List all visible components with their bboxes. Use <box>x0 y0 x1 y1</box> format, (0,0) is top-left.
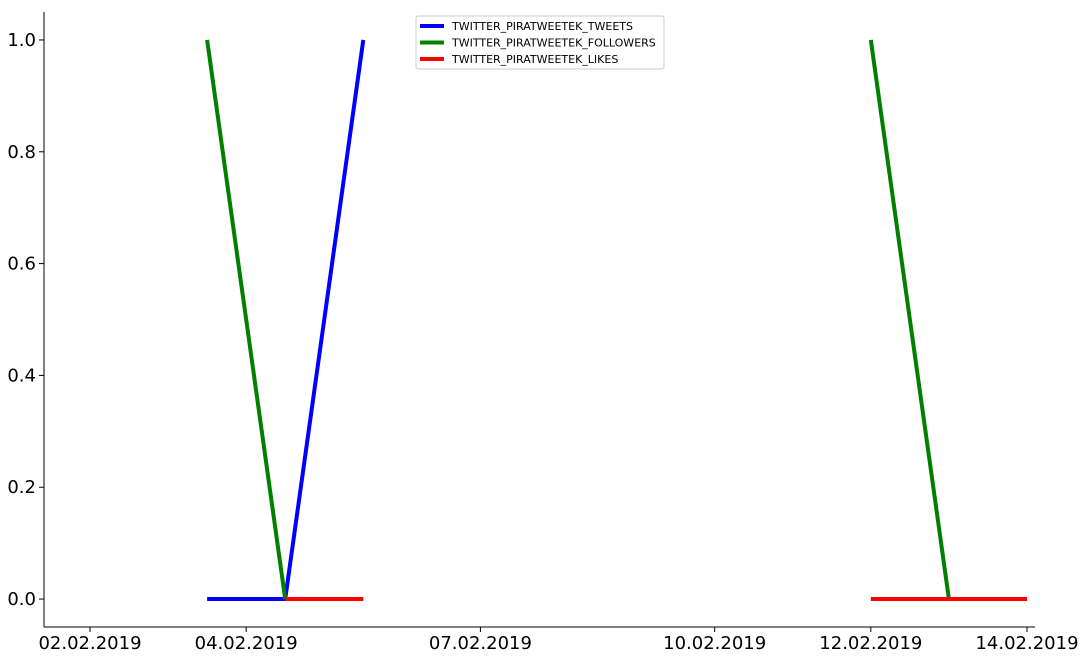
x-tick-label: 02.02.2019 <box>38 633 141 654</box>
legend-entry: TWITTER_PIRATWEETEK_LIKES <box>420 53 618 66</box>
legend-label: TWITTER_PIRATWEETEK_LIKES <box>451 53 618 66</box>
y-tick-label: 0.4 <box>7 365 36 386</box>
x-tick-label: 14.02.2019 <box>975 633 1078 654</box>
y-axis-ticks: 0.0 0.2 0.4 0.6 0.8 1.0 <box>7 30 44 610</box>
y-tick-label: 0.2 <box>7 477 36 498</box>
x-tick-label: 10.02.2019 <box>663 633 766 654</box>
legend-label: TWITTER_PIRATWEETEK_TWEETS <box>451 20 633 33</box>
series-line <box>207 39 366 602</box>
y-tick-label: 0.8 <box>7 142 36 163</box>
x-tick-label: 12.02.2019 <box>819 633 922 654</box>
legend-label: TWITTER_PIRATWEETEK_FOLLOWERS <box>451 37 656 50</box>
y-tick-label: 0.0 <box>7 589 36 610</box>
series-twitter-piratweetek-tweets <box>207 39 366 602</box>
series-layer <box>205 39 1027 602</box>
y-tick-label: 0.6 <box>7 254 36 275</box>
x-tick-label: 07.02.2019 <box>429 633 532 654</box>
legend-entry: TWITTER_PIRATWEETEK_TWEETS <box>420 20 633 33</box>
legend: TWITTER_PIRATWEETEK_TWEETS TWITTER_PIRATW… <box>415 15 665 70</box>
series-line <box>868 39 951 600</box>
y-tick-label: 1.0 <box>7 30 36 51</box>
x-tick-label: 04.02.2019 <box>195 633 298 654</box>
x-axis-ticks: 02.02.2019 04.02.2019 07.02.2019 10.02.2019… <box>38 627 1079 654</box>
legend-box <box>415 15 665 70</box>
plot-area: 0.00.20.40.60.81.0 02.02.2019 04.02.2019 0… <box>7 12 1079 654</box>
series-twitter-piratweetek-followers <box>205 39 951 600</box>
legend-entry: TWITTER_PIRATWEETEK_FOLLOWERS <box>420 37 656 50</box>
legend-items: TWITTER_PIRATWEETEK_TWEETS TWITTER_PIRATW… <box>420 20 656 66</box>
series-line <box>205 39 288 600</box>
